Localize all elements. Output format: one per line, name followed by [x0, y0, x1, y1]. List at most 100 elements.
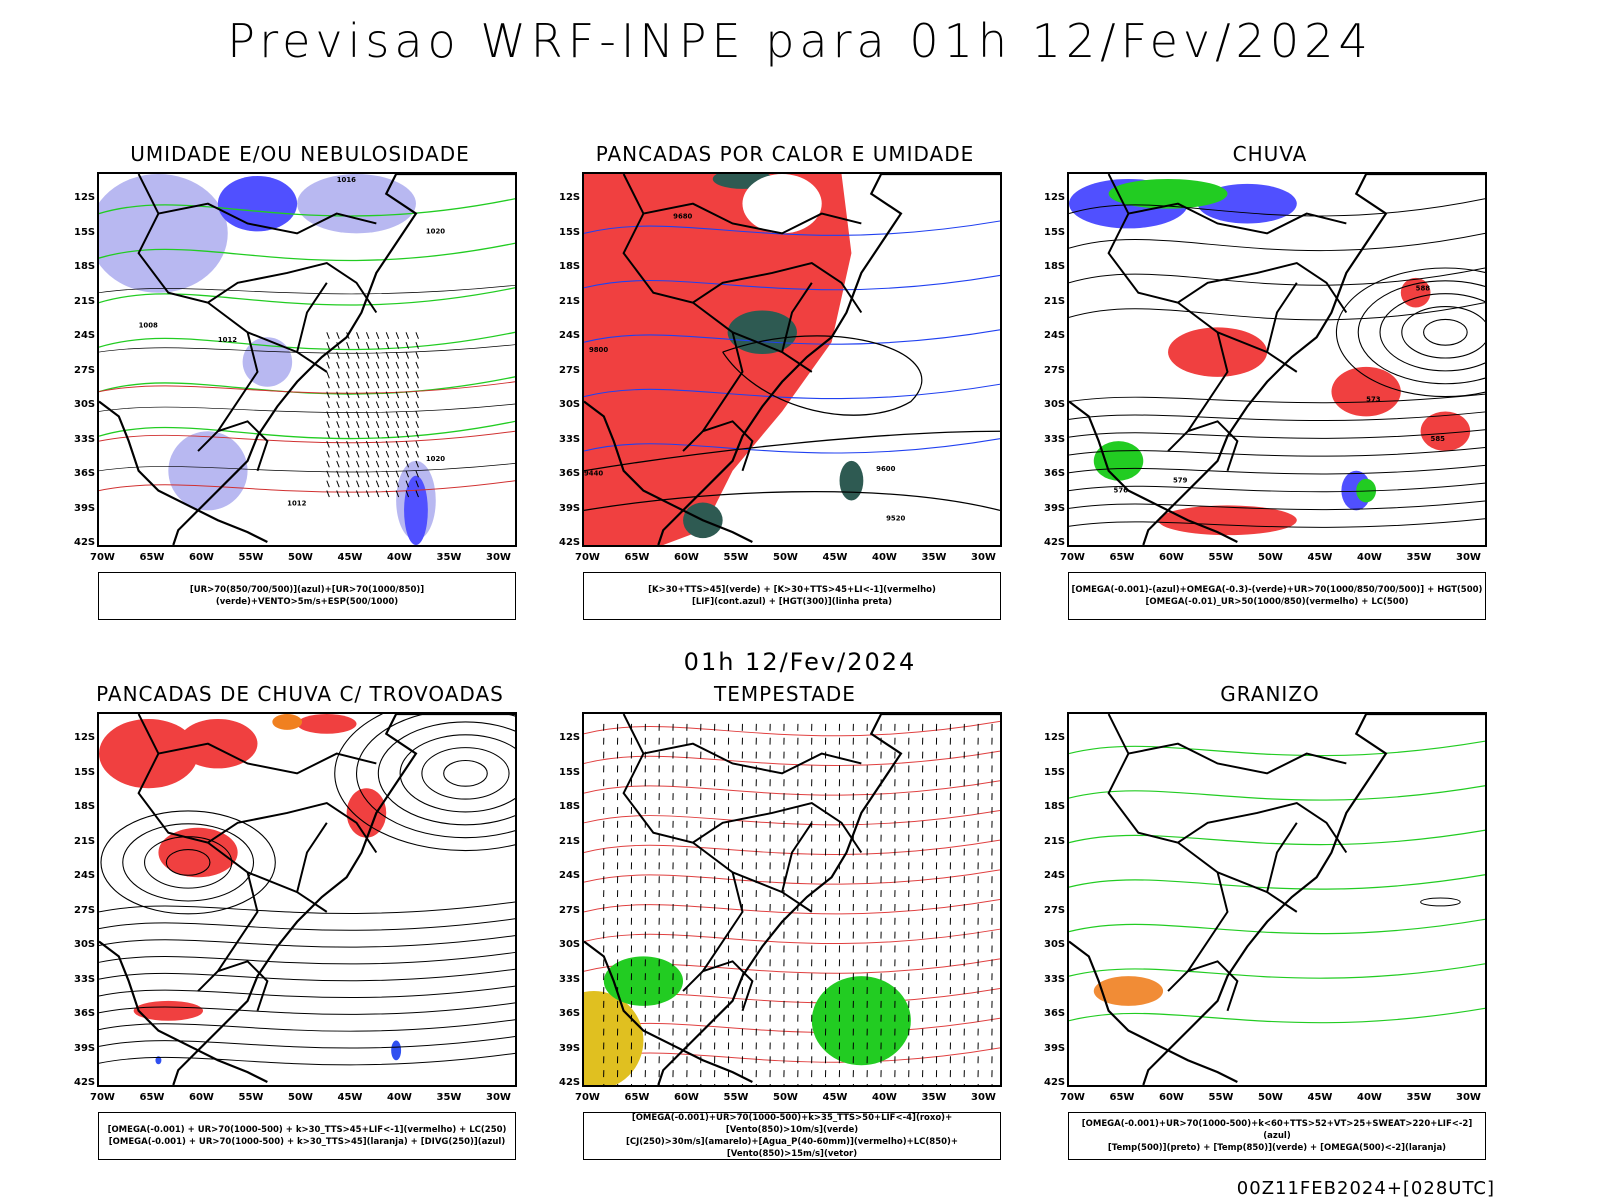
lon-tick-label: 40W — [387, 1092, 412, 1103]
svg-text:9680: 9680 — [673, 213, 692, 221]
lat-tick-label: 42S — [74, 537, 96, 548]
lat-tick-label: 12S — [559, 192, 581, 203]
lon-tick-label: 40W — [387, 552, 412, 563]
lon-tick-label: 55W — [723, 552, 749, 563]
lat-tick-label: 33S — [74, 973, 96, 985]
panel-legend: [K>30+TTS>45](verde) + [K>30+TTS>45+LI<-… — [583, 572, 1001, 620]
lat-tick-label: 39S — [74, 502, 96, 514]
lon-tick-label: 60W — [674, 552, 699, 563]
lat-tick-label: 42S — [559, 1077, 581, 1088]
lon-tick-label: 50W — [773, 552, 798, 563]
svg-text:579: 579 — [1173, 477, 1188, 485]
lat-tick-label: 39S — [1044, 502, 1066, 514]
lat-tick-label: 12S — [559, 732, 581, 743]
legend-line: [OMEGA(-0.001)+UR>70(1000-500)+k<60+TTS>… — [1081, 1119, 1473, 1141]
svg-text:9800: 9800 — [589, 346, 608, 354]
lat-tick-label: 36S — [74, 1008, 96, 1019]
lon-tick-label: 70W — [575, 552, 600, 563]
lon-tick-label: 55W — [1208, 1092, 1234, 1103]
lat-tick-label: 15S — [1044, 766, 1066, 778]
lon-tick-label: 40W — [872, 552, 897, 563]
lat-tick-label: 42S — [1044, 1077, 1066, 1088]
map-panel-6: GRANIZO 12S 15S 18S 21S 24S 27S 30S 33S 36S 39S 42… — [1044, 682, 1490, 1160]
panel-title: GRANIZO — [1220, 682, 1320, 706]
lon-tick-label: 30W — [486, 1092, 511, 1103]
svg-text:9520: 9520 — [886, 514, 905, 522]
lat-tick-label: 18S — [1044, 261, 1066, 272]
lat-tick-label: 36S — [1044, 468, 1066, 479]
lon-tick-label: 50W — [288, 1092, 313, 1103]
panel-legend: [OMEGA(-0.001) + UR>70(1000-500) + k>30_… — [98, 1112, 516, 1160]
lon-tick-label: 40W — [872, 1092, 897, 1103]
legend-line: [K>30+TTS>45](verde) + [K>30+TTS>45+LI<-… — [648, 585, 936, 595]
lat-tick-label: 18S — [559, 261, 581, 272]
lon-tick-label: 35W — [921, 1092, 947, 1103]
lat-tick-label: 30S — [559, 939, 581, 950]
lon-tick-label: 60W — [189, 1092, 214, 1103]
lat-tick-label: 33S — [1044, 433, 1066, 445]
forecast-map: 588 585 579 576 573 — [1067, 172, 1487, 547]
lat-tick-label: 27S — [559, 904, 581, 916]
svg-text:585: 585 — [1431, 435, 1446, 443]
map-panel-2: PANCADAS POR CALOR E UMIDADE 9680 9600 952… — [559, 142, 1005, 620]
lat-tick-label: 27S — [1044, 364, 1066, 376]
lon-tick-label: 65W — [624, 552, 650, 563]
lat-tick-label: 15S — [74, 766, 96, 778]
lon-tick-label: 50W — [1258, 552, 1283, 563]
lat-tick-label: 39S — [1044, 1042, 1066, 1054]
lon-tick-label: 50W — [288, 552, 313, 563]
legend-line: [OMEGA(-0.001) + UR>70(1000-500) + k>30_… — [107, 1125, 507, 1135]
lat-tick-label: 30S — [559, 399, 581, 410]
lat-tick-label: 12S — [1044, 192, 1066, 203]
legend-line: [LIF](cont.azul) + [HGT(300)](linha pret… — [691, 597, 893, 607]
lat-tick-label: 18S — [74, 801, 96, 812]
lon-tick-label: 45W — [822, 552, 848, 563]
lat-tick-label: 15S — [559, 226, 581, 238]
lat-tick-label: 27S — [1044, 904, 1066, 916]
lat-tick-label: 27S — [74, 364, 96, 376]
map-panel-1: UMIDADE E/OU NEBULOSIDADE 1016 1020 1012 10… — [74, 142, 520, 620]
lon-tick-label: 30W — [971, 1092, 996, 1103]
legend-line: [OMEGA(-0.001) + UR>70(1000-500) + k>30_… — [108, 1137, 506, 1147]
lon-tick-label: 45W — [822, 1092, 848, 1103]
lat-tick-label: 24S — [1044, 870, 1066, 881]
legend-line: [Temp(500)](preto) + [Temp(850)](verde) … — [1107, 1143, 1447, 1153]
lat-tick-label: 21S — [74, 835, 96, 847]
panel-title: PANCADAS POR CALOR E UMIDADE — [595, 142, 975, 166]
lon-tick-label: 65W — [624, 1092, 650, 1103]
lon-tick-label: 70W — [1060, 1092, 1085, 1103]
lat-tick-label: 24S — [559, 870, 581, 881]
lat-tick-label: 30S — [74, 399, 96, 410]
svg-text:1008: 1008 — [139, 321, 158, 329]
lat-tick-label: 33S — [1044, 973, 1066, 985]
legend-line: [UR>70(850/700/500)](azul)+[UR>70(1000/8… — [189, 585, 425, 607]
lat-tick-label: 42S — [74, 1077, 96, 1088]
lat-tick-label: 33S — [74, 433, 96, 445]
lon-tick-label: 40W — [1357, 552, 1382, 563]
lon-tick-label: 50W — [1258, 1092, 1283, 1103]
svg-text:1016: 1016 — [337, 176, 356, 184]
lat-tick-label: 24S — [559, 330, 581, 341]
lon-tick-label: 35W — [1406, 552, 1432, 563]
lon-tick-label: 45W — [1307, 552, 1333, 563]
map-panel-5: TEMPESTADE 12S 15S 18S 21S 24S 27S 30S 33S 36S 39… — [559, 682, 1005, 1160]
lat-tick-label: 21S — [1044, 295, 1066, 307]
lon-tick-label: 60W — [1159, 552, 1184, 563]
forecast-map — [97, 712, 517, 1087]
lat-tick-label: 18S — [1044, 801, 1066, 812]
svg-text:1012: 1012 — [287, 499, 306, 507]
panel-legend: [UR>70(850/700/500)](azul)+[UR>70(1000/8… — [98, 572, 516, 620]
lat-tick-label: 42S — [559, 537, 581, 548]
lat-tick-label: 21S — [74, 295, 96, 307]
lon-tick-label: 45W — [1307, 1092, 1333, 1103]
svg-text:1020: 1020 — [426, 455, 445, 463]
legend-line: [OMEGA(-0.001)+UR>70(1000-500)+k>35_TTS>… — [631, 1113, 953, 1135]
svg-text:588: 588 — [1416, 285, 1431, 293]
lon-tick-label: 70W — [90, 552, 115, 563]
map-panel-3: CHUVA 588 585 579 576 573 12S 15S 18S 21S 24S 27S… — [1044, 142, 1490, 620]
svg-text:9440: 9440 — [584, 470, 603, 478]
lon-tick-label: 35W — [436, 1092, 462, 1103]
lon-tick-label: 35W — [921, 552, 947, 563]
panel-legend: [OMEGA(-0.001)+UR>70(1000-500)+k>35_TTS>… — [583, 1112, 1001, 1160]
lat-tick-label: 24S — [74, 330, 96, 341]
